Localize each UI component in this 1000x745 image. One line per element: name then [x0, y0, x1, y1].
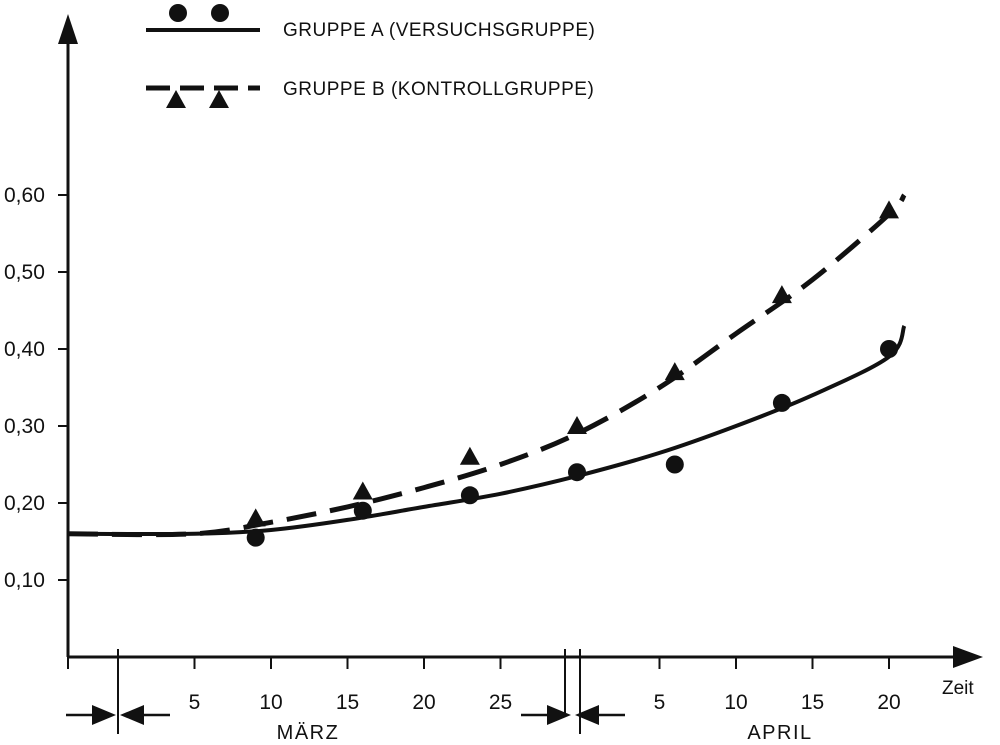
axes: Zeit — [58, 14, 983, 699]
x-tick-label: 5 — [189, 691, 201, 714]
data-point-triangle — [567, 416, 587, 434]
legend-entry-gruppe-a: GRUPPE A (VERSUCHSGRUPPE) — [146, 4, 595, 41]
legend-marker-triangle — [209, 90, 229, 108]
y-tick-label: 0,20 — [4, 492, 45, 515]
boundary-arrow-right — [547, 705, 571, 725]
y-tick-label: 0,30 — [4, 415, 45, 438]
y-tick-label: 0,50 — [4, 261, 45, 284]
data-point-triangle — [459, 446, 480, 465]
x-tick-label: 20 — [412, 691, 435, 714]
data-point-circle — [460, 486, 479, 505]
series-layer — [67, 193, 907, 547]
month-label: MÄRZ — [277, 722, 340, 744]
x-tick-label: 5 — [654, 691, 666, 714]
series-gruppe-b — [67, 193, 907, 538]
y-tick-label: 0,60 — [4, 184, 45, 207]
x-tick-label: 10 — [259, 691, 282, 714]
legend-label-gruppe-b: GRUPPE B (KONTROLLGRUPPE) — [283, 79, 594, 100]
data-point-circle — [880, 340, 898, 358]
series-gruppe-a — [67, 325, 907, 547]
legend-marker-circle — [169, 4, 187, 22]
x-tick-label: 15 — [336, 691, 359, 714]
legend-marker-triangle — [166, 90, 186, 108]
y-tick-label: 0,10 — [4, 569, 45, 592]
data-point-triangle — [664, 362, 685, 381]
boundary-arrow-left — [120, 705, 144, 725]
x-tick-label: 10 — [724, 691, 747, 714]
month-boundary-marker — [66, 649, 170, 734]
x-axis-ticks: 5 10 15 20 25 MÄRZ 5 10 15 20 APRIL — [66, 649, 901, 744]
x-axis-arrowhead — [953, 646, 983, 668]
legend: GRUPPE A (VERSUCHSGRUPPE) GRUPPE B (KONTR… — [146, 4, 595, 108]
data-point-triangle — [879, 200, 899, 219]
data-point-circle — [772, 393, 791, 412]
month-boundary-marker — [521, 649, 625, 734]
y-tick-label: 0,40 — [4, 338, 45, 361]
trend-line-gruppe-b — [67, 193, 907, 538]
boundary-arrow-left — [575, 705, 599, 725]
y-axis-arrowhead — [58, 14, 78, 44]
y-axis-ticks: 0,10 0,20 0,30 0,40 0,50 0,60 — [4, 184, 68, 592]
legend-label-gruppe-a: GRUPPE A (VERSUCHSGRUPPE) — [283, 20, 595, 41]
data-point-triangle — [771, 285, 792, 304]
x-tick-label: 25 — [489, 691, 512, 714]
month-label: APRIL — [747, 722, 812, 744]
data-point-circle — [246, 528, 265, 547]
x-tick-label: 15 — [801, 691, 824, 714]
data-point-triangle — [245, 508, 266, 527]
legend-marker-circle — [211, 4, 229, 22]
x-tick-label: 20 — [877, 691, 900, 714]
data-point-circle — [665, 455, 684, 474]
data-point-triangle — [352, 481, 373, 500]
legend-entry-gruppe-b: GRUPPE B (KONTROLLGRUPPE) — [146, 79, 594, 108]
x-axis-label: Zeit — [942, 678, 974, 699]
boundary-arrow-right — [92, 705, 116, 725]
trend-line-gruppe-a — [67, 325, 907, 537]
data-point-circle — [568, 463, 586, 482]
